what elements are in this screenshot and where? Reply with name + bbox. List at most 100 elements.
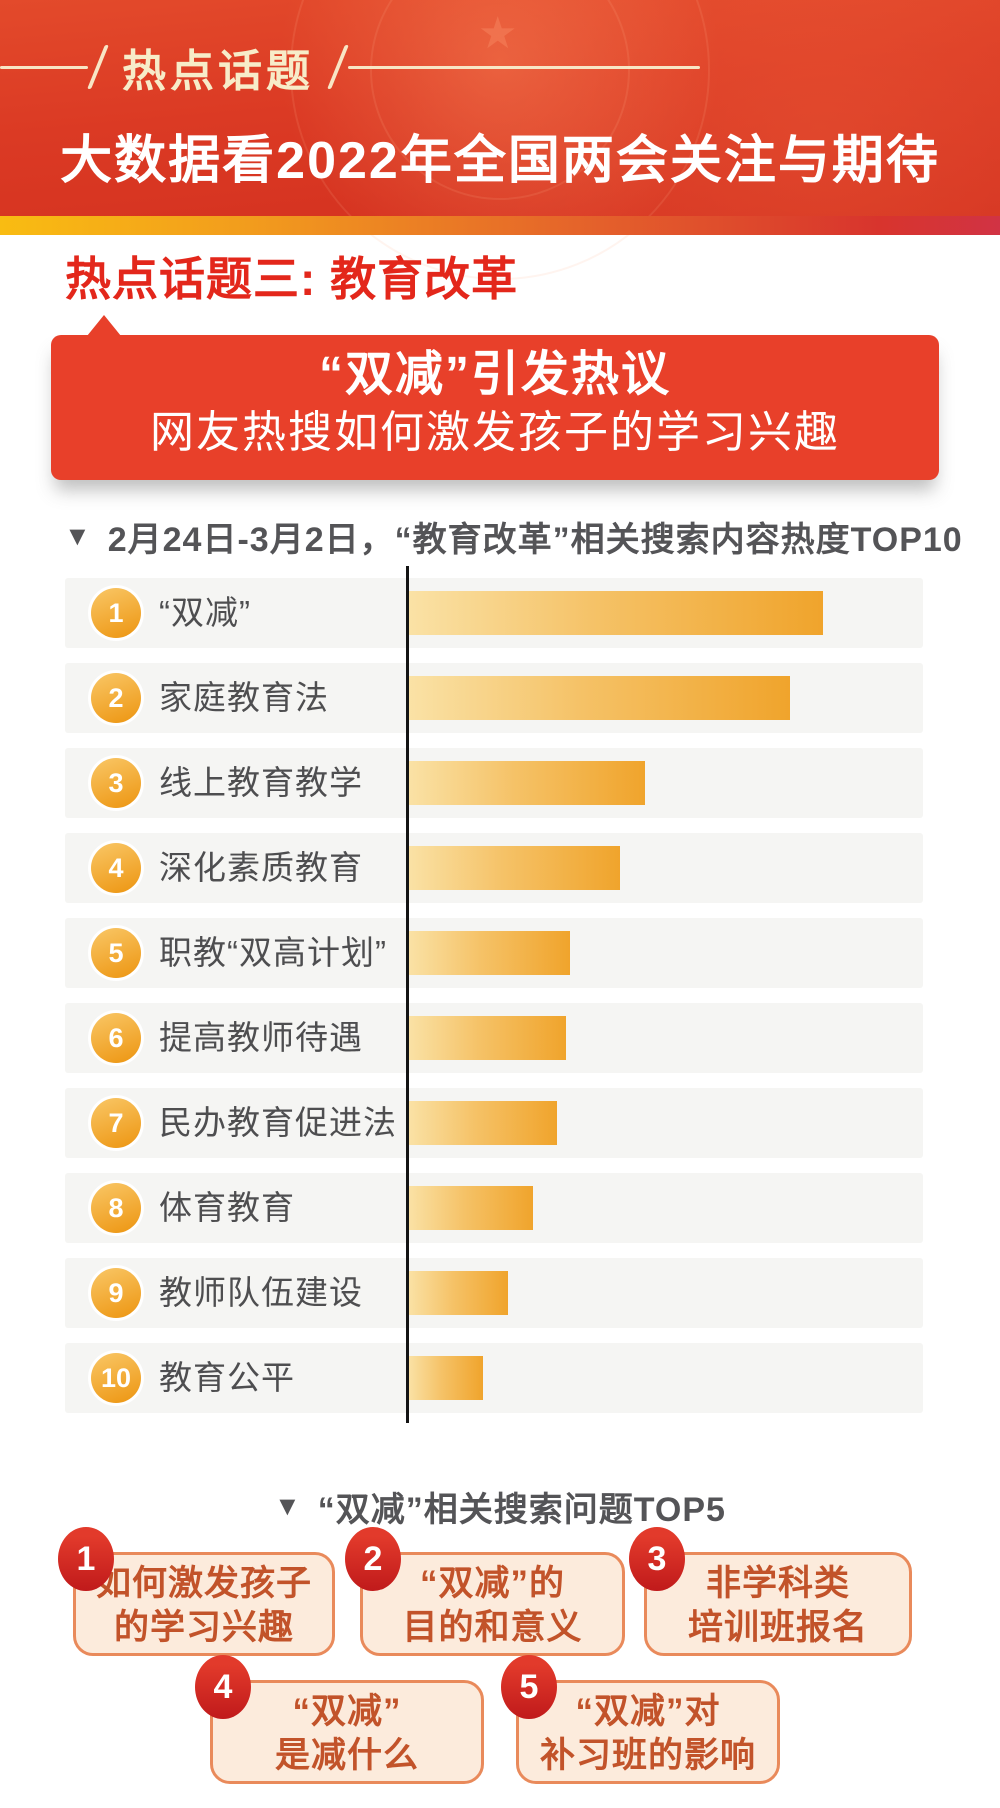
question-rank-badge: 3 — [629, 1527, 685, 1591]
star-icon: ★ — [478, 9, 518, 58]
chart-row: 7 民办教育促进法 — [65, 1088, 923, 1158]
slash-decoration — [327, 45, 349, 89]
chart-row: 2 家庭教育法 — [65, 663, 923, 733]
triangle-marker-icon: ▼ — [64, 521, 92, 551]
bar-label: 家庭教育法 — [159, 679, 329, 716]
question-line-1: 如何激发孩子 — [95, 1564, 312, 1603]
question-rank-badge: 1 — [58, 1527, 114, 1591]
rank-badge-number: 5 — [108, 937, 124, 968]
question-rank-badge: 2 — [345, 1527, 401, 1591]
chart-row: 9 教师队伍建设 — [65, 1258, 923, 1328]
question-rank-badge: 4 — [195, 1655, 251, 1719]
question-line-2: 的学习兴趣 — [113, 1608, 294, 1647]
banner-headline: “双减”引发热议 — [318, 348, 671, 401]
rank-badge: 6 — [91, 1013, 141, 1063]
rank-badge-number: 8 — [108, 1192, 124, 1223]
chart-row: 8 体育教育 — [65, 1173, 923, 1243]
question-badge-number: 2 — [363, 1539, 383, 1578]
rank-badge: 2 — [91, 673, 141, 723]
top5-questions-row-1: 1 如何激发孩子 的学习兴趣 2 “双减”的 目的和意义 3 非学科类 培训班报… — [0, 1527, 1000, 1657]
top5-title-row: ▼ “双减”相关搜索问题TOP5 — [0, 1482, 1000, 1531]
chart-row: 4 深化素质教育 — [65, 833, 923, 903]
heat-bar — [408, 846, 620, 890]
heat-bar — [408, 676, 790, 720]
banner-subheadline: 网友热搜如何激发孩子的学习兴趣 — [150, 408, 840, 457]
question-badge-number: 5 — [519, 1667, 539, 1706]
heat-bar — [408, 1016, 566, 1060]
rank-badge: 5 — [91, 928, 141, 978]
rank-badge: 7 — [91, 1098, 141, 1148]
question-badge-number: 4 — [213, 1667, 233, 1706]
page-title: 大数据看2022年全国两会关注与期待 — [60, 132, 940, 190]
rank-badge-number: 2 — [108, 682, 124, 713]
bar-label: 教师队伍建设 — [159, 1274, 363, 1311]
bar-label: 民办教育促进法 — [159, 1104, 397, 1141]
question-rank-badge: 5 — [501, 1655, 557, 1719]
bar-label: 线上教育教学 — [159, 764, 363, 801]
question-box: 4 “双减” 是减什么 — [195, 1655, 484, 1784]
chart-axis-line — [406, 566, 409, 1423]
chart-row: 3 线上教育教学 — [65, 748, 923, 818]
banner-pointer-triangle — [87, 315, 121, 336]
chart-rows: 1 “双减” 2 家庭教育法 3 线上教育教学 4 深化素质教育 5 职教“双高… — [65, 578, 923, 1413]
rank-badge: 3 — [91, 758, 141, 808]
bar-label: 教育公平 — [159, 1359, 295, 1396]
rank-badge-number: 1 — [108, 597, 124, 628]
question-line-1: “双减” — [292, 1692, 402, 1731]
rank-badge: 4 — [91, 843, 141, 893]
question-box: 2 “双减”的 目的和意义 — [345, 1527, 625, 1656]
chart-row: 1 “双减” — [65, 578, 923, 648]
rank-badge-number: 6 — [108, 1022, 124, 1053]
highlight-banner: “双减”引发热议 网友热搜如何激发孩子的学习兴趣 — [51, 315, 939, 480]
chart-row: 6 提高教师待遇 — [65, 1003, 923, 1073]
triangle-marker-icon: ▼ — [274, 1491, 302, 1521]
chart-title-row: ▼ 2月24日-3月2日，“教育改革”相关搜索内容热度TOP10 — [64, 512, 963, 561]
hot-topic-tag: 热点话题 — [0, 44, 1000, 96]
chart-row: 10 教育公平 — [65, 1343, 923, 1413]
question-line-1: “双减”的 — [419, 1564, 565, 1603]
top5-title-text: “双减”相关搜索问题TOP5 — [317, 1491, 726, 1529]
tag-line-left — [0, 65, 88, 69]
heat-bar — [408, 1271, 508, 1315]
heat-bar — [408, 1186, 533, 1230]
rank-badge: 1 — [91, 588, 141, 638]
question-box: 5 “双减”对 补习班的影响 — [501, 1655, 780, 1784]
top10-bar-chart: 1 “双减” 2 家庭教育法 3 线上教育教学 4 深化素质教育 5 职教“双高… — [65, 566, 923, 1423]
rank-badge-number: 9 — [108, 1277, 124, 1308]
bar-label: 提高教师待遇 — [159, 1019, 363, 1056]
bar-label: 深化素质教育 — [159, 849, 363, 886]
tag-line-right — [348, 65, 700, 69]
question-badge-number: 3 — [647, 1539, 667, 1578]
question-box: 3 非学科类 培训班报名 — [629, 1527, 912, 1656]
rank-badge-number: 4 — [108, 852, 124, 883]
slash-decoration — [87, 45, 109, 89]
question-line-1: 非学科类 — [705, 1564, 850, 1603]
chart-row: 5 职教“双高计划” — [65, 918, 923, 988]
heat-bar — [408, 761, 645, 805]
heat-bar — [408, 1356, 483, 1400]
question-line-2: 补习班的影响 — [539, 1736, 756, 1775]
bar-label: 体育教育 — [159, 1189, 295, 1226]
question-box: 1 如何激发孩子 的学习兴趣 — [58, 1527, 335, 1656]
rank-badge-number: 3 — [108, 767, 124, 798]
rank-badge-number: 7 — [108, 1107, 124, 1138]
question-line-1: “双减”对 — [575, 1692, 721, 1731]
rank-badge: 10 — [91, 1353, 141, 1403]
question-line-2: 目的和意义 — [402, 1608, 583, 1647]
hero-header: ★ 热点话题 大数据看2022年全国两会关注与期待 — [0, 0, 1000, 280]
question-line-2: 是减什么 — [274, 1736, 419, 1775]
bar-label: “双减” — [159, 594, 251, 631]
top5-questions-row-2: 4 “双减” 是减什么 5 “双减”对 补习班的影响 — [0, 1655, 1000, 1785]
accent-gradient-strip — [0, 216, 1000, 235]
rank-badge-number: 10 — [100, 1362, 132, 1393]
question-line-2: 培训班报名 — [687, 1608, 868, 1647]
rank-badge: 8 — [91, 1183, 141, 1233]
rank-badge: 9 — [91, 1268, 141, 1318]
heat-bar — [408, 931, 570, 975]
section-heading: 热点话题三: 教育改革 — [65, 253, 519, 305]
heat-bar — [408, 591, 823, 635]
question-badge-number: 1 — [76, 1539, 96, 1578]
bar-label: 职教“双高计划” — [159, 934, 387, 971]
heat-bar — [408, 1101, 557, 1145]
